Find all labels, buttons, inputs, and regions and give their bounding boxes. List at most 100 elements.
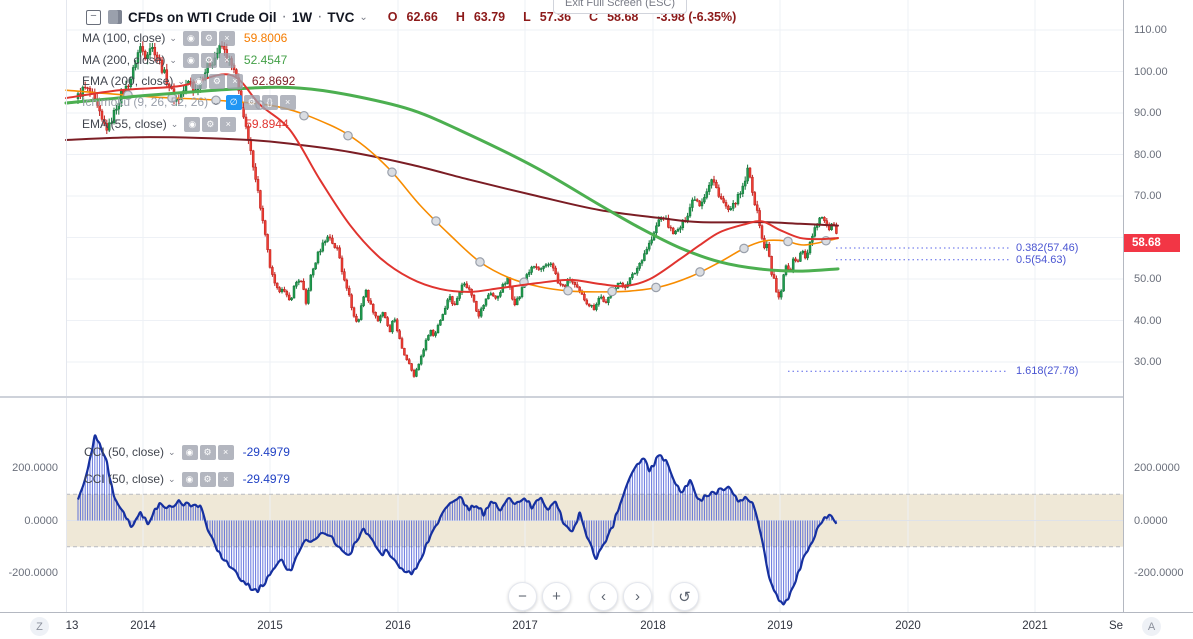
settings-button[interactable]: ⚙ (199, 444, 216, 460)
remove-button[interactable]: × (217, 471, 234, 487)
indicator-label[interactable]: CCI (50, close) (84, 472, 165, 486)
cci-indicator-pane[interactable] (0, 397, 1123, 612)
indicator-label[interactable]: Ichimoku (9, 26, 52, 26) (82, 95, 209, 109)
plot-left-border (66, 0, 67, 612)
price-tick: 70.00 (1134, 190, 1162, 202)
indicator-value: 59.8944 (245, 117, 289, 131)
indicator-legend-row: EMA (200, close) ⌄ ◉ ⚙ × 62.8692 (82, 73, 295, 89)
remove-button[interactable]: × (279, 94, 296, 110)
cci-tick-right: 0.0000 (1134, 514, 1168, 527)
chevron-down-icon[interactable]: ⌄ (169, 32, 177, 43)
cci-tick-left: -200.0000 (8, 567, 58, 579)
chevron-down-icon[interactable]: ⌄ (168, 446, 176, 457)
price-tick: 90.00 (1134, 107, 1162, 119)
price-tick: 30.00 (1134, 356, 1162, 368)
visibility-off-button[interactable]: ∅ (225, 94, 242, 110)
fib-level-label[interactable]: 0.382(57.46) (1016, 242, 1079, 255)
visibility-button[interactable]: ◉ (181, 471, 198, 487)
remove-button[interactable]: × (218, 30, 235, 46)
price-tick: 50.00 (1134, 273, 1162, 285)
indicator-value: -29.4979 (242, 445, 290, 459)
visibility-button[interactable]: ◉ (182, 30, 199, 46)
chevron-down-icon[interactable]: ⌄ (359, 11, 368, 23)
interval-label[interactable]: 1W (291, 9, 313, 25)
indicator-value: 59.8006 (243, 31, 288, 45)
cci-tick-right: 200.0000 (1134, 462, 1180, 474)
price-tick: 40.00 (1134, 314, 1162, 327)
indicator-label[interactable]: MA (200, close) (82, 53, 166, 67)
time-tick: 2016 (385, 620, 411, 632)
scroll-right-button[interactable]: › (623, 582, 652, 611)
indicator-legend-row: CCI (50, close) ⌄ ◉ ⚙ × -29.4979 (84, 471, 290, 487)
indicator-legend-row: Ichimoku (9, 26, 52, 26) ⌄ ∅ ⚙{} × (82, 94, 298, 110)
time-tick: 2018 (640, 620, 666, 632)
settings-button[interactable]: ⚙ (202, 116, 219, 132)
cci-tick-left: 200.0000 (12, 462, 58, 474)
settings-button[interactable]: ⚙ (200, 52, 217, 68)
chevron-down-icon[interactable]: ⌄ (168, 473, 176, 484)
time-scale[interactable]: 13 2014 2015 2016 2017 2018 2019 2020 2021 Se Z A (0, 612, 1193, 639)
price-scale[interactable]: 110.00 100.00 90.00 80.00 70.00 50.00 40.00 30.… (1123, 0, 1193, 612)
chevron-down-icon[interactable]: ⌄ (177, 75, 185, 86)
time-tick: 2021 (1022, 620, 1048, 632)
reset-chart-button[interactable]: ↺ (670, 582, 699, 611)
remove-button[interactable]: × (220, 116, 237, 132)
title-separator: · (317, 8, 323, 25)
title-separator: · (281, 8, 287, 25)
chevron-down-icon[interactable]: ⌄ (169, 54, 177, 65)
indicator-legend-row: CCI (50, close) ⌄ ◉ ⚙ × -29.4979 (84, 444, 290, 460)
settings-button[interactable]: ⚙ (199, 471, 216, 487)
last-price-tag: 58.68 (1124, 233, 1180, 252)
adjust-badge[interactable]: A (1142, 617, 1161, 636)
source-code-button[interactable]: {} (261, 94, 278, 110)
visibility-button[interactable]: ◉ (182, 52, 199, 68)
indicator-legend-row: EMA (55, close) ⌄ ◉ ⚙ × 59.8944 (82, 116, 289, 132)
indicator-label[interactable]: MA (100, close) (82, 31, 166, 45)
remove-button[interactable]: × (218, 52, 235, 68)
time-tick: 2020 (895, 620, 921, 632)
chevron-down-icon[interactable]: ⌄ (170, 118, 179, 129)
indicator-legend-row: MA (100, close) ⌄ ◉ ⚙ × 59.8006 (82, 30, 287, 46)
chevron-down-icon[interactable]: ⌄ (212, 96, 220, 107)
time-tick: 2015 (257, 620, 283, 632)
settings-button[interactable]: ⚙ (200, 30, 217, 46)
cci-tick-left: 0.0000 (24, 514, 58, 527)
indicator-legend-row: MA (200, close) ⌄ ◉ ⚙ × 52.4547 (82, 52, 287, 68)
scroll-left-button[interactable]: ‹ (589, 582, 618, 611)
visibility-button[interactable]: ◉ (190, 73, 207, 89)
exchange-label[interactable]: TVC (327, 9, 355, 25)
indicator-label[interactable]: CCI (50, close) (84, 445, 165, 459)
remove-button[interactable]: × (226, 73, 243, 89)
fib-level-label[interactable]: 0.5(54.63) (1016, 253, 1067, 266)
settings-button[interactable]: ⚙ (243, 94, 260, 110)
time-tick: Se (1108, 620, 1124, 632)
main-price-chart[interactable] (0, 0, 1123, 397)
instrument-logo-icon (108, 10, 122, 24)
cci-tick-right: -200.0000 (1134, 567, 1184, 579)
time-tick: 13 (65, 620, 79, 632)
time-tick: 2014 (130, 620, 156, 632)
indicator-value: 62.8692 (251, 74, 296, 88)
indicator-value: 52.4547 (243, 53, 288, 67)
indicator-value: -29.4979 (242, 472, 290, 486)
time-tick: 2017 (512, 620, 538, 632)
price-tick: 110.00 (1134, 24, 1167, 36)
symbol-header: − CFDs on WTI Crude Oil · 1W · TVC ⌄ O 62… (86, 8, 745, 26)
pane-separator[interactable] (0, 396, 1193, 398)
timezone-badge[interactable]: Z (30, 617, 49, 636)
symbol-title[interactable]: CFDs on WTI Crude Oil (128, 9, 277, 25)
settings-button[interactable]: ⚙ (208, 73, 225, 89)
zoom-in-button[interactable]: + (542, 582, 571, 611)
indicator-label[interactable]: EMA (55, close) (82, 117, 167, 131)
remove-button[interactable]: × (217, 444, 234, 460)
zoom-out-button[interactable]: − (508, 582, 537, 611)
visibility-button[interactable]: ◉ (181, 444, 198, 460)
exit-fullscreen-tooltip: Exit Full Screen (ESC) (553, 0, 688, 14)
visibility-button[interactable]: ◉ (184, 116, 201, 132)
chart-navigation: − + ‹ › ↺ (508, 582, 699, 611)
collapse-legend-icon[interactable]: − (86, 9, 101, 25)
price-tick: 100.00 (1134, 65, 1168, 78)
indicator-label[interactable]: EMA (200, close) (82, 74, 174, 88)
fib-level-label[interactable]: 1.618(27.78) (1016, 365, 1079, 378)
